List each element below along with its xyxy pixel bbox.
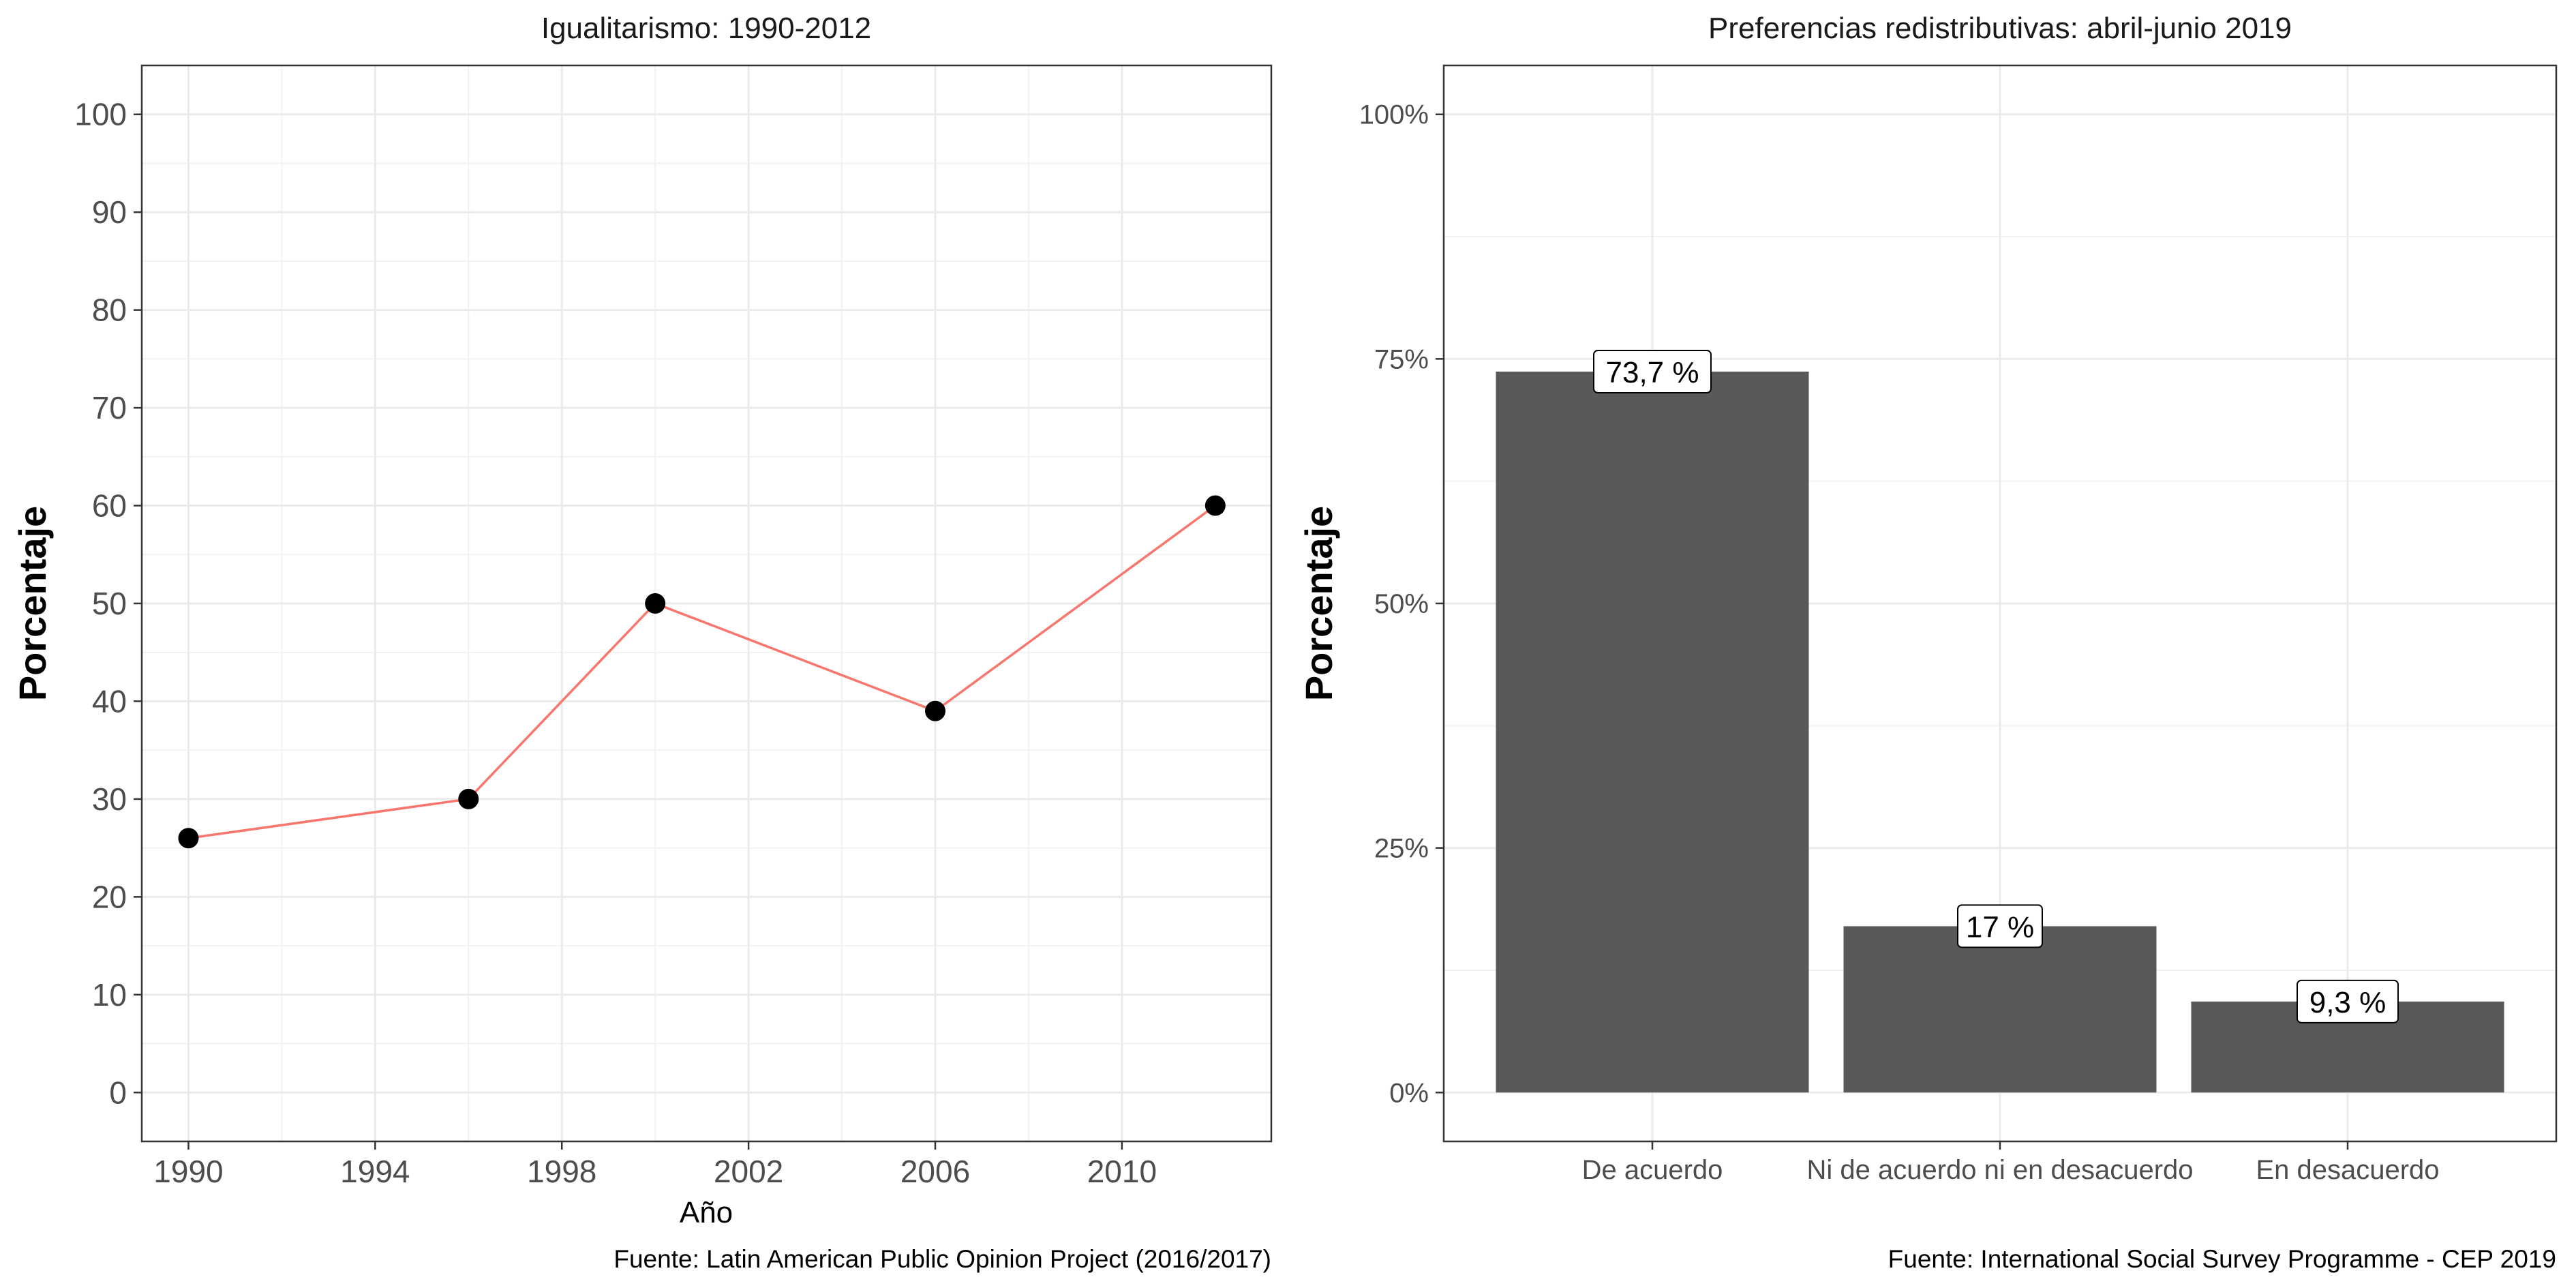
bar-chart-data-labels: 73,7 % 17 % 9,3 %	[1593, 350, 2399, 1023]
y-tick-label: 0	[109, 1075, 127, 1110]
bar	[1496, 372, 1809, 1093]
data-point	[1204, 495, 1226, 516]
bar-chart-y-axis: 0% 25% 50% 75% 100%	[1359, 100, 1444, 1108]
data-label-box	[1957, 904, 2043, 948]
line-chart-y-axis: 0 10 20 30 40 50 60 70 80 90 100	[74, 97, 142, 1110]
line-chart-y-label: Porcentaje	[11, 506, 54, 701]
data-label: 9,3 %	[2309, 986, 2386, 1019]
x-tick-label: Ni de acuerdo ni en desacuerdo	[1806, 1155, 2193, 1185]
y-tick-label: 0%	[1389, 1078, 1429, 1108]
data-label: 73,7 %	[1606, 356, 1699, 389]
y-tick-label: 40	[92, 683, 127, 719]
y-tick-label: 20	[92, 879, 127, 914]
data-point	[458, 788, 479, 809]
x-tick-label: 1998	[527, 1154, 596, 1189]
y-tick-label: 50%	[1374, 589, 1429, 619]
y-tick-label: 75%	[1374, 344, 1429, 374]
line-chart-title: Igualitarismo: 1990-2012	[541, 12, 871, 45]
bar-chart-caption: Fuente: International Social Survey Prog…	[1888, 1245, 2556, 1273]
data-label: 17 %	[1966, 910, 2034, 944]
line-chart-caption: Fuente: Latin American Public Opinion Pr…	[613, 1245, 1271, 1273]
line-chart-x-axis: 1990 1994 1998 2002 2006 2010	[153, 1141, 1157, 1189]
x-tick-label: En desacuerdo	[2256, 1155, 2439, 1185]
y-tick-label: 10	[92, 977, 127, 1013]
bar-chart-bars	[1496, 372, 2504, 1093]
data-point	[925, 700, 946, 721]
y-tick-label: 100%	[1359, 100, 1429, 130]
y-tick-label: 60	[92, 488, 127, 524]
line-chart-major-grid	[142, 65, 1271, 1141]
bar-chart-y-label: Porcentaje	[1297, 506, 1340, 701]
y-tick-label: 30	[92, 781, 127, 817]
data-point	[178, 828, 199, 849]
y-tick-label: 80	[92, 293, 127, 328]
x-tick-label: 1994	[340, 1154, 410, 1189]
bar-chart-title: Preferencias redistributivas: abril-juni…	[1708, 12, 2292, 45]
x-tick-label: 2010	[1087, 1154, 1157, 1189]
x-tick-label: De acuerdo	[1582, 1155, 1723, 1185]
line-chart-panel: Igualitarismo: 1990-2012 0 10 20 30 40 50 60 70…	[11, 12, 1273, 1273]
bar-chart-x-axis: De acuerdo Ni de acuerdo ni en desacuerdo…	[1582, 1141, 2440, 1185]
data-label-box	[1593, 350, 1712, 394]
line-chart-x-label: Año	[680, 1196, 733, 1229]
y-tick-label: 70	[92, 390, 127, 425]
bar-chart-panel: Preferencias redistributivas: abril-juni…	[1297, 12, 2558, 1273]
x-tick-label: 1990	[153, 1154, 223, 1189]
y-tick-label: 25%	[1374, 834, 1429, 864]
x-tick-label: 2002	[714, 1154, 783, 1189]
x-tick-label: 2006	[900, 1154, 970, 1189]
y-tick-label: 90	[92, 194, 127, 230]
line-chart-series	[178, 495, 1226, 849]
data-point	[645, 593, 666, 614]
data-label-box	[2297, 979, 2399, 1023]
y-tick-label: 100	[74, 97, 127, 132]
bar	[1843, 926, 2157, 1093]
y-tick-label: 50	[92, 586, 127, 621]
